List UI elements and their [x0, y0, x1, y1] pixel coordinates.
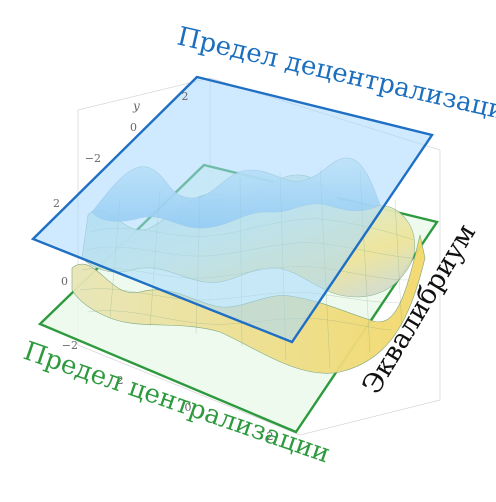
tick-label: 2	[267, 430, 274, 443]
tick-label: 2	[182, 90, 189, 103]
tick-label: 2	[53, 197, 60, 210]
tick-label: 0	[61, 275, 68, 288]
y-axis-name: y	[132, 99, 140, 113]
top-plane	[30, 75, 434, 344]
tick-label: 2	[117, 374, 124, 387]
y-axis: y 0 −2 2 2 0 −2	[53, 90, 189, 352]
x-axis: 2 0 2	[117, 374, 274, 443]
tick-label: −2	[62, 339, 78, 352]
tick-label: 0	[130, 121, 137, 134]
tick-label: −2	[85, 152, 101, 165]
tick-label: 0	[185, 401, 192, 414]
